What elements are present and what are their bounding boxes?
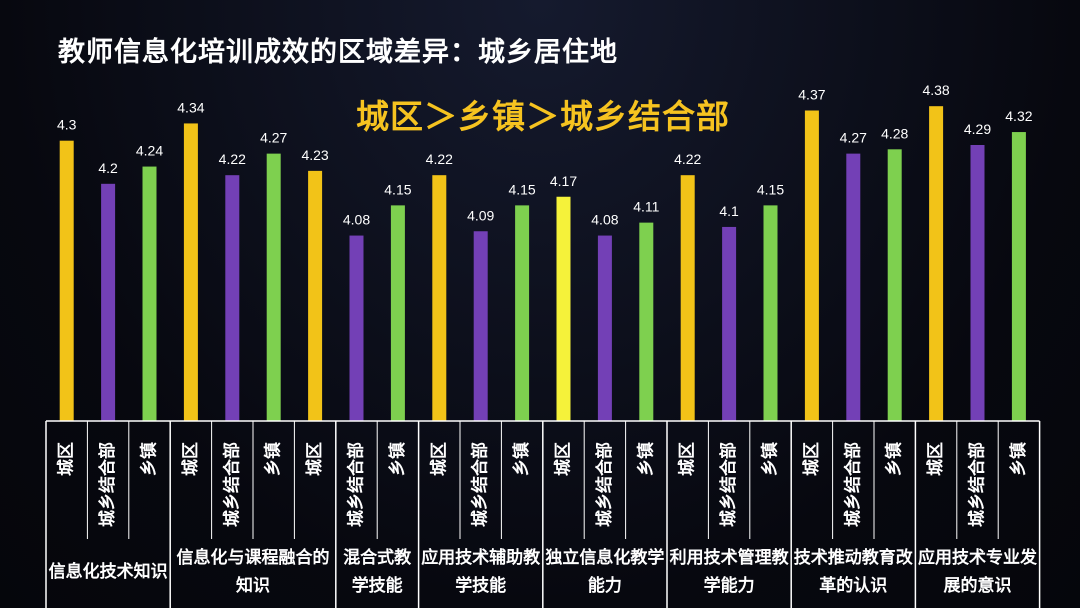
- group-label: 应用技术专业发: [918, 547, 1038, 568]
- bar-乡镇: [266, 153, 281, 421]
- data-label: 4.15: [384, 181, 411, 197]
- group-label: 利用技术管理教: [670, 547, 790, 568]
- tick-label-城区: 城区: [802, 442, 822, 476]
- data-label: 4.29: [964, 121, 991, 137]
- bars-layer: 4.3 4.2 4.24 4.34 4.22 4.27 4.23 4.08 4.15 4.22 4.…: [57, 82, 1033, 421]
- tick-label-乡镇: 乡镇: [511, 442, 532, 476]
- chart-title: 教师信息化培训成效的区域差异：城乡居住地: [58, 37, 618, 68]
- bar-城区: [183, 123, 198, 421]
- bar-乡镇: [887, 149, 902, 421]
- data-label: 4.38: [922, 82, 949, 98]
- tick-label-城区: 城区: [554, 442, 574, 476]
- tick-label-城乡结合部: 城乡结合部: [967, 442, 988, 527]
- group-label: 展的意识: [944, 575, 1012, 596]
- data-label: 4.11: [633, 199, 659, 215]
- tick-label-城区: 城区: [181, 442, 201, 476]
- tick-label-城乡结合部: 城乡结合部: [718, 442, 739, 527]
- data-label: 4.27: [840, 130, 867, 146]
- tick-label-城乡结合部: 城乡结合部: [470, 442, 491, 527]
- data-label: 4.28: [881, 125, 908, 141]
- tick-label-城区: 城区: [305, 442, 325, 476]
- group-label: 技术推动教育改: [794, 547, 914, 568]
- data-label: 4.2: [98, 160, 118, 176]
- group-label: 信息化与课程融合的: [177, 547, 330, 568]
- data-label: 4.37: [798, 87, 825, 103]
- tick-label-乡镇: 乡镇: [387, 442, 408, 476]
- group-label: 学技能: [352, 575, 403, 596]
- bar-城区: [308, 170, 323, 421]
- bar-乡镇: [142, 166, 157, 421]
- bar-城乡结合部: [846, 153, 861, 421]
- data-label: 4.22: [674, 151, 701, 167]
- tick-label-乡镇: 乡镇: [760, 442, 781, 476]
- tick-label-城乡结合部: 城乡结合部: [346, 442, 367, 527]
- bar-城乡结合部: [101, 183, 116, 421]
- bar-乡镇: [515, 205, 530, 421]
- bar-城乡结合部: [722, 226, 737, 421]
- data-label: 4.1: [719, 203, 739, 219]
- data-label: 4.22: [219, 151, 246, 167]
- data-label: 4.09: [467, 207, 494, 223]
- bar-乡镇: [763, 205, 778, 421]
- bar-城区: [432, 175, 447, 421]
- data-label: 4.15: [508, 181, 535, 197]
- bar-城乡结合部: [597, 235, 612, 421]
- bar-城区: [929, 106, 944, 421]
- data-label: 4.08: [343, 212, 370, 228]
- data-label: 4.23: [301, 147, 328, 163]
- tick-label-城乡结合部: 城乡结合部: [594, 442, 615, 527]
- tick-label-城乡结合部: 城乡结合部: [97, 442, 118, 527]
- tick-label-乡镇: 乡镇: [1008, 442, 1029, 476]
- bar-城区: [804, 110, 819, 421]
- bar-城乡结合部: [349, 235, 364, 421]
- data-label: 4.15: [757, 181, 784, 197]
- group-label: 能力: [588, 575, 622, 596]
- data-label: 4.34: [177, 99, 204, 115]
- group-label: 应用技术辅助教: [421, 547, 541, 568]
- group-label: 混合式教: [343, 547, 412, 568]
- chart-subtitle: 城区＞乡镇＞城乡结合部: [356, 97, 730, 136]
- group-label: 信息化技术知识: [49, 561, 168, 582]
- tick-label-乡镇: 乡镇: [635, 442, 656, 476]
- data-label: 4.3: [57, 117, 77, 133]
- data-label: 4.32: [1005, 108, 1032, 124]
- bar-城乡结合部: [970, 145, 985, 421]
- tick-label-乡镇: 乡镇: [139, 442, 160, 476]
- bar-城区: [556, 196, 571, 421]
- data-label: 4.08: [591, 212, 618, 228]
- tick-label-城乡结合部: 城乡结合部: [842, 442, 863, 527]
- bar-城区: [680, 175, 695, 421]
- tick-label-城区: 城区: [926, 442, 946, 476]
- bar-城乡结合部: [225, 175, 240, 421]
- tick-label-城乡结合部: 城乡结合部: [221, 442, 242, 527]
- group-label: 学技能: [455, 575, 506, 596]
- data-label: 4.22: [426, 151, 453, 167]
- data-label: 4.27: [260, 130, 287, 146]
- group-label: 独立信息化教学: [545, 547, 664, 568]
- bar-城区: [59, 140, 74, 421]
- group-label: 革的认识: [819, 575, 887, 596]
- tick-label-城区: 城区: [678, 442, 698, 476]
- data-label: 4.24: [136, 143, 163, 159]
- data-label: 4.17: [550, 173, 577, 189]
- bar-城乡结合部: [473, 231, 488, 421]
- group-label: 学能力: [704, 575, 755, 596]
- tick-label-城区: 城区: [429, 442, 449, 476]
- tick-label-乡镇: 乡镇: [263, 442, 284, 476]
- bar-乡镇: [639, 222, 654, 421]
- bar-乡镇: [390, 205, 405, 421]
- bar-乡镇: [1011, 132, 1026, 421]
- tick-label-城区: 城区: [57, 442, 77, 476]
- group-label: 知识: [235, 575, 270, 596]
- tick-label-乡镇: 乡镇: [884, 442, 905, 476]
